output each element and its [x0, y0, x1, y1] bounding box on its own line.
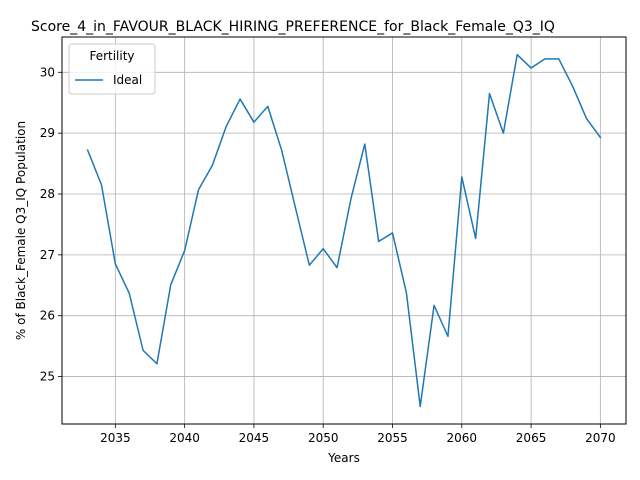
y-tick-label: 26 — [40, 309, 55, 323]
plot-frame — [61, 36, 627, 425]
x-tick-label: 2050 — [308, 431, 339, 445]
y-tick-label: 29 — [40, 126, 55, 140]
x-tick-label: 2045 — [239, 431, 270, 445]
legend: Fertility Ideal — [68, 43, 156, 95]
x-tick-label: 2035 — [100, 431, 131, 445]
y-tick-label: 30 — [40, 65, 55, 79]
y-tick-label: 25 — [40, 370, 55, 384]
x-tick-label: 2070 — [585, 431, 616, 445]
y-axis-label: % of Black_Female Q3_IQ Population — [14, 121, 28, 340]
y-tick-label: 27 — [40, 248, 55, 262]
legend-label-ideal: Ideal — [113, 73, 142, 87]
series-line-ideal — [86, 53, 602, 408]
x-tick-label: 2055 — [377, 431, 408, 445]
legend-title: Fertility — [89, 49, 134, 63]
y-axis: 25 26 27 28 29 30 — [40, 65, 62, 384]
x-tick-label: 2040 — [169, 431, 200, 445]
legend-box — [68, 43, 156, 95]
x-axis-label: Years — [327, 451, 360, 465]
chart-title: Score_4_in_FAVOUR_BLACK_HIRING_PREFERENC… — [31, 19, 555, 35]
y-tick-label: 28 — [40, 187, 55, 201]
x-tick-label: 2060 — [447, 431, 478, 445]
grid — [62, 37, 626, 424]
x-tick-label: 2065 — [516, 431, 547, 445]
x-axis: 2035 2040 2045 2050 2055 2060 2065 2070 — [100, 424, 616, 445]
series-layer — [86, 53, 602, 408]
